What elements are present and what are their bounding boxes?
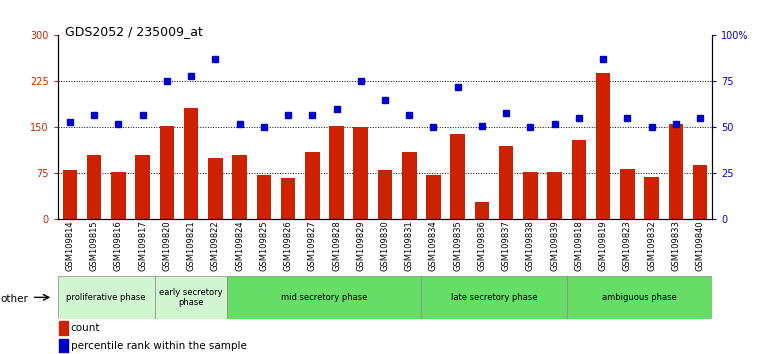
Bar	[474, 202, 489, 219]
Text: GSM109830: GSM109830	[380, 221, 390, 272]
Bar	[427, 175, 440, 219]
Text: GDS2052 / 235009_at: GDS2052 / 235009_at	[65, 25, 203, 38]
Bar	[450, 133, 465, 219]
Text: other: other	[0, 294, 28, 304]
Text: GSM109823: GSM109823	[623, 221, 632, 272]
Bar	[208, 158, 223, 219]
Text: GSM109825: GSM109825	[259, 221, 268, 271]
Text: mid secretory phase: mid secretory phase	[281, 293, 367, 302]
Bar	[499, 146, 514, 219]
Text: GSM109840: GSM109840	[695, 221, 705, 271]
Bar	[256, 175, 271, 219]
Text: GSM109815: GSM109815	[89, 221, 99, 271]
Text: proliferative phase: proliferative phase	[66, 293, 146, 302]
Text: GSM109831: GSM109831	[405, 221, 413, 272]
Text: GSM109839: GSM109839	[551, 221, 559, 272]
Bar	[111, 172, 126, 219]
Bar	[233, 155, 247, 219]
Bar	[227, 276, 421, 319]
Text: GSM109816: GSM109816	[114, 221, 123, 272]
Bar	[668, 124, 683, 219]
Text: GSM109819: GSM109819	[598, 221, 608, 271]
Bar	[567, 276, 712, 319]
Bar	[305, 152, 320, 219]
Bar	[571, 140, 586, 219]
Bar	[155, 276, 227, 319]
Text: GSM109824: GSM109824	[235, 221, 244, 271]
Bar	[353, 127, 368, 219]
Text: GSM109814: GSM109814	[65, 221, 75, 271]
Text: GSM109837: GSM109837	[502, 221, 511, 272]
Text: count: count	[71, 323, 100, 333]
Text: GSM109821: GSM109821	[186, 221, 196, 271]
Bar	[159, 126, 174, 219]
Text: GSM109835: GSM109835	[454, 221, 462, 272]
Text: GSM109836: GSM109836	[477, 221, 487, 272]
Bar	[62, 170, 77, 219]
Bar	[596, 73, 611, 219]
Text: GSM109827: GSM109827	[308, 221, 316, 272]
Text: GSM109832: GSM109832	[647, 221, 656, 272]
Bar	[58, 276, 155, 319]
Text: GSM109834: GSM109834	[429, 221, 438, 272]
Text: GSM109829: GSM109829	[357, 221, 365, 271]
Bar	[184, 108, 199, 219]
Bar	[402, 152, 417, 219]
Text: percentile rank within the sample: percentile rank within the sample	[71, 341, 246, 350]
Bar	[523, 172, 537, 219]
Bar	[87, 155, 102, 219]
Text: ambiguous phase: ambiguous phase	[602, 293, 677, 302]
Bar	[421, 276, 567, 319]
Text: GSM109818: GSM109818	[574, 221, 584, 272]
Text: GSM109822: GSM109822	[211, 221, 219, 271]
Bar	[59, 321, 68, 335]
Text: GSM109833: GSM109833	[671, 221, 681, 272]
Bar	[620, 169, 634, 219]
Bar	[136, 155, 150, 219]
Text: late secretory phase: late secretory phase	[450, 293, 537, 302]
Text: GSM109838: GSM109838	[526, 221, 535, 272]
Bar	[281, 178, 296, 219]
Text: GSM109820: GSM109820	[162, 221, 172, 271]
Bar	[330, 126, 343, 219]
Bar	[644, 177, 659, 219]
Text: GSM109817: GSM109817	[138, 221, 147, 272]
Bar	[378, 170, 392, 219]
Text: early secretory
phase: early secretory phase	[159, 288, 223, 307]
Bar	[59, 339, 68, 352]
Bar	[693, 165, 708, 219]
Text: GSM109826: GSM109826	[283, 221, 293, 272]
Bar	[547, 172, 562, 219]
Text: GSM109828: GSM109828	[332, 221, 341, 272]
